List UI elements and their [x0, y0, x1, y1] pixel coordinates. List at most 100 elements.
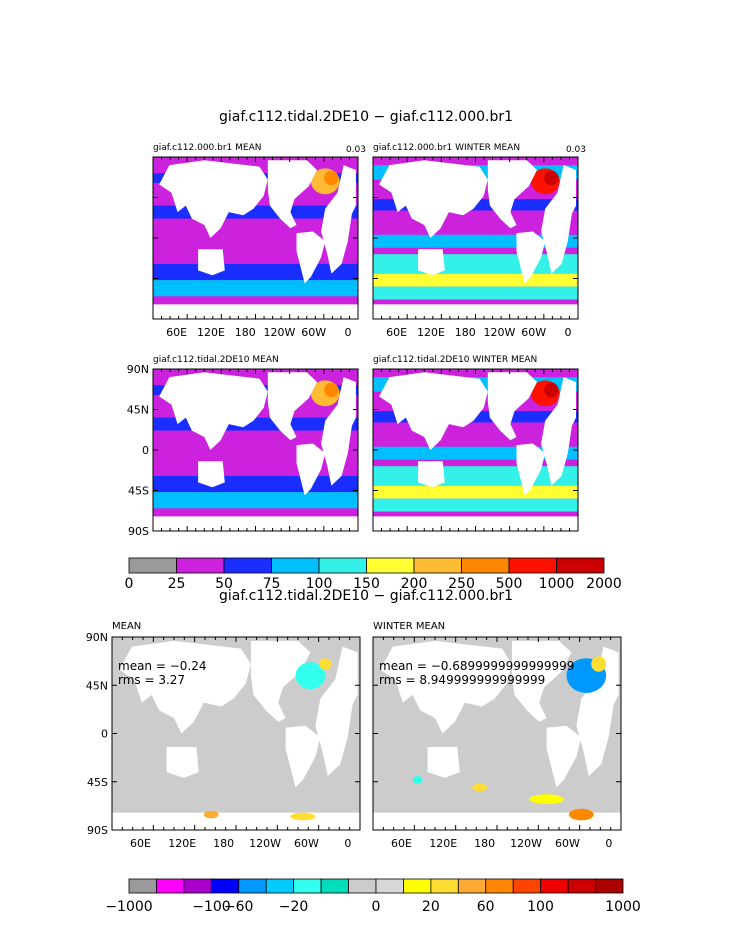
top-panel-2: 60E 120E 180 120W 60W 0 giaf.c112.000.br1 WINT…	[372, 143, 586, 339]
bottom-colorbar-label: −1000	[105, 899, 152, 915]
bottom-colorbar-label: 20	[422, 899, 440, 915]
bottom-panel-2-xtick-label: 120W	[510, 837, 542, 850]
bottom-panel-1-ytick-label: 0	[101, 728, 108, 741]
bottom-panel-2-land-1	[576, 646, 619, 776]
bottom-panel-1-ytick-label: 45S	[87, 776, 108, 789]
top-panel-4-band-4	[373, 485, 578, 499]
top-panel-3-ytick-label: 0	[142, 444, 149, 457]
top-panel-4-atlantic-core	[544, 382, 559, 398]
bottom-colorbar-swatch	[567, 878, 596, 894]
top-panel-2-band-3	[373, 254, 578, 274]
top-panel-1-land-4	[198, 249, 225, 276]
bottom-panel-1-anomaly-1	[319, 658, 332, 670]
bottom-panel-2-anomaly-1	[591, 656, 607, 672]
bottom-panel-2-anomaly-5	[412, 775, 423, 784]
top-panel-2-land-3	[516, 231, 546, 284]
bottom-panel-2-land-2	[511, 640, 572, 722]
top-panel-2-xtick-label: 120W	[484, 326, 516, 339]
bottom-panel-1-land-4	[166, 747, 199, 778]
bottom-panel-2-xtick-label: 60W	[555, 837, 580, 850]
top-panel-4-land-4	[418, 461, 445, 488]
top-colorbar-label: 0	[125, 576, 134, 592]
top-panel-3-land-0	[159, 372, 268, 450]
top-panel-3-ytick-label: 45S	[128, 485, 149, 498]
bottom-colorbar-swatch	[512, 878, 542, 894]
bottom-panel-1-xtick-label: 120W	[249, 837, 281, 850]
bottom-panel-1-ytick-label: 45N	[86, 679, 108, 692]
top-colorbar: 0 25 50 75 100 150 200 250 500 1000 2000	[125, 557, 622, 592]
top-panel-3: 90N 45N 0 45S 90S giaf.c112.tidal.2DE10 MEAN	[127, 355, 359, 538]
bottom-panel-1-xtick-label: 180	[213, 837, 234, 850]
top-panel-3-land-5	[153, 516, 358, 531]
top-colorbar-label: 200	[401, 576, 428, 592]
top-panel-2-xtick-label: 0	[564, 326, 571, 339]
top-panel-4-land-3	[516, 443, 546, 496]
top-colorbar-swatch	[318, 557, 367, 574]
top-panel-3-land-4	[198, 461, 225, 488]
bottom-panel-2-map	[373, 637, 621, 830]
top-panel-1-land-1	[321, 165, 356, 274]
bottom-panels: 60E 120E 180 120W 60W 0 90N 45N 0 45S 90S MEAN mean …	[86, 621, 622, 850]
top-panel-1-corner-label: 0.03	[346, 145, 366, 155]
top-panel-4-land-1	[541, 377, 576, 486]
top-colorbar-swatch	[508, 557, 557, 574]
top-panel-2-land-4	[418, 249, 445, 276]
top-panel-4-band-5	[373, 498, 578, 512]
top-panel-2-title: giaf.c112.000.br1 WINTER MEAN	[373, 143, 520, 153]
top-figure-title: giaf.c112.tidal.2DE10 − giaf.c112.000.br…	[219, 109, 513, 125]
bottom-panel-1-title: MEAN	[112, 621, 141, 632]
top-colorbar-swatch	[223, 557, 272, 574]
bottom-panel-1-land-2	[250, 640, 311, 722]
bottom-colorbar-label: 1000	[605, 899, 641, 915]
top-panel-2-xtick-label: 180	[455, 326, 476, 339]
top-panel-1-xtick-label: 180	[235, 326, 256, 339]
top-panel-4-land-2	[487, 372, 537, 441]
bottom-colorbar-label: −100	[192, 899, 230, 915]
top-panel-1-xtick-label: 120E	[197, 326, 225, 339]
top-panel-3-atlantic-core	[324, 382, 339, 398]
bottom-colorbar-swatch	[430, 878, 459, 894]
bottom-colorbar-swatch	[457, 878, 487, 894]
bottom-panel-1-land-3	[285, 725, 321, 788]
bottom-panel-1-xtick-label: 0	[344, 837, 351, 850]
top-panel-1-land-0	[159, 160, 268, 238]
bottom-colorbar-swatch	[156, 878, 185, 894]
top-panel-3-band-3	[153, 475, 358, 493]
bottom-panel-2-land-3	[546, 725, 582, 788]
top-panel-1-map	[153, 157, 358, 319]
top-panel-2-band-4	[373, 273, 578, 287]
bottom-colorbar-swatch	[485, 878, 514, 894]
bottom-colorbar-swatch	[540, 878, 569, 894]
bottom-colorbar-swatch	[375, 878, 404, 894]
bottom-colorbar-swatch	[293, 878, 322, 894]
bottom-colorbar-swatch	[183, 878, 212, 894]
top-panel-4: giaf.c112.tidal.2DE10 WINTER MEAN	[372, 355, 579, 532]
bottom-panel-1-land-1	[315, 646, 358, 776]
bottom-panel-2-land-5	[373, 812, 621, 830]
bottom-colorbar-swatch	[348, 878, 377, 894]
bottom-colorbar-swatch	[595, 878, 624, 894]
bottom-panel-1-land-0	[119, 640, 251, 734]
top-panel-4-land-0	[379, 372, 488, 450]
bottom-panel-1-ytick-label: 90N	[86, 631, 108, 644]
top-panel-3-land-3	[296, 443, 326, 496]
bottom-panel-2-anomaly-4	[568, 808, 594, 821]
top-colorbar-swatch	[271, 557, 320, 574]
top-panel-3-land-1	[321, 377, 356, 486]
top-colorbar-label: 2000	[586, 576, 622, 592]
top-colorbar-label: 1000	[539, 576, 575, 592]
bottom-panel-2-mean-text: mean = −0.6899999999999999	[379, 659, 574, 673]
bottom-panel-1-xtick-label: 120E	[168, 837, 196, 850]
top-panel-3-title: giaf.c112.tidal.2DE10 MEAN	[153, 355, 279, 365]
top-panel-4-map	[373, 369, 578, 531]
top-panel-3-band-4	[153, 492, 358, 509]
bottom-panel-1: 60E 120E 180 120W 60W 0 90N 45N 0 45S 90S MEAN mean …	[86, 621, 361, 850]
bottom-panel-1-map	[112, 637, 360, 830]
bottom-colorbar-swatch	[128, 878, 157, 894]
bottom-colorbar: −1000 −100−60 −20 0 20 60 100 1000	[105, 878, 641, 915]
bottom-panel-2-rms-text: rms = 8.949999999999999	[379, 673, 545, 687]
top-panel-2-map	[373, 157, 578, 319]
top-colorbar-label: 50	[215, 576, 233, 592]
bottom-panel-1-anomaly-0	[295, 662, 326, 690]
bottom-colorbar-swatch	[265, 878, 295, 894]
